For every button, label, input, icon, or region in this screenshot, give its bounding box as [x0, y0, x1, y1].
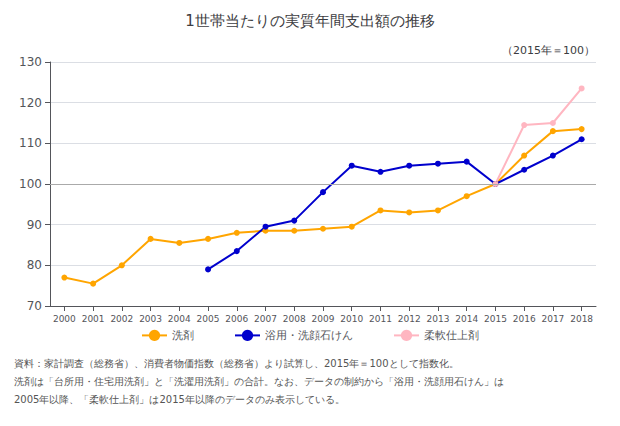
svg-text:2005: 2005	[197, 314, 220, 324]
svg-text:120: 120	[19, 96, 42, 110]
svg-text:浴用・洗顔石けん: 浴用・洗顔石けん	[265, 329, 353, 342]
svg-text:2017: 2017	[541, 314, 564, 324]
svg-text:130: 130	[19, 55, 42, 69]
svg-text:2001: 2001	[82, 314, 105, 324]
svg-text:洗剤は「台所用・住宅用洗剤」と「洗濯用洗剤」の合計。なお、デ: 洗剤は「台所用・住宅用洗剤」と「洗濯用洗剤」の合計。なお、データの制約から「浴用…	[14, 376, 504, 387]
svg-text:2004: 2004	[168, 314, 191, 324]
svg-text:2016: 2016	[513, 314, 536, 324]
svg-text:1世帯当たりの実質年間支出額の推移: 1世帯当たりの実質年間支出額の推移	[185, 12, 435, 30]
svg-text:70: 70	[27, 299, 42, 313]
svg-text:（2015年＝100）: （2015年＝100）	[502, 44, 595, 57]
svg-text:2000: 2000	[53, 314, 76, 324]
svg-text:2006: 2006	[225, 314, 248, 324]
svg-text:2011: 2011	[369, 314, 392, 324]
svg-text:2015: 2015	[484, 314, 507, 324]
svg-text:2013: 2013	[426, 314, 449, 324]
svg-text:90: 90	[27, 218, 42, 232]
svg-text:2018: 2018	[570, 314, 593, 324]
svg-text:110: 110	[19, 136, 42, 150]
svg-text:2010: 2010	[340, 314, 363, 324]
svg-text:100: 100	[19, 177, 42, 191]
svg-text:2002: 2002	[110, 314, 133, 324]
svg-text:資料：家計調査（総務省）、消費者物価指数（総務省）より試算し: 資料：家計調査（総務省）、消費者物価指数（総務省）より試算し、2015年＝100…	[14, 358, 459, 369]
svg-text:2005年以降、「柔軟仕上剤」は2015年以降のデータのみ表: 2005年以降、「柔軟仕上剤」は2015年以降のデータのみ表示している。	[14, 394, 345, 405]
svg-text:2014: 2014	[455, 314, 478, 324]
svg-text:2012: 2012	[398, 314, 421, 324]
svg-text:2008: 2008	[283, 314, 306, 324]
svg-text:洗剤: 洗剤	[172, 329, 194, 342]
svg-text:柔軟仕上剤: 柔軟仕上剤	[424, 329, 479, 342]
svg-text:2003: 2003	[139, 314, 162, 324]
svg-text:2007: 2007	[254, 314, 277, 324]
svg-text:80: 80	[27, 258, 42, 272]
svg-text:2009: 2009	[312, 314, 335, 324]
